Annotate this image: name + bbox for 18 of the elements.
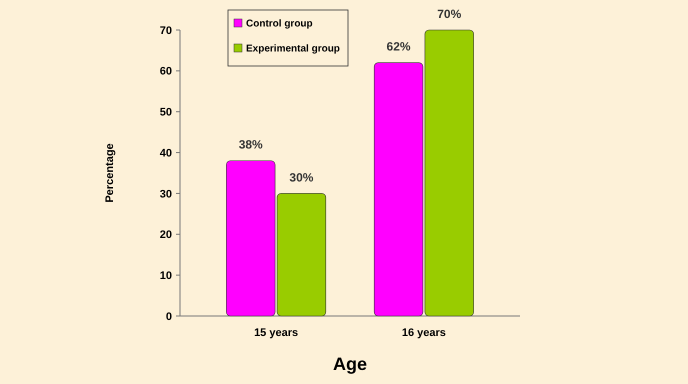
y-tick-label: 20 <box>160 229 172 242</box>
y-tick-label: 40 <box>160 147 172 160</box>
data-label: 62% <box>386 40 411 54</box>
y-tick-label: 50 <box>160 106 172 119</box>
legend-label: Control group <box>246 18 313 30</box>
y-tick-label: 0 <box>166 310 172 323</box>
y-tick-label: 70 <box>160 24 172 37</box>
x-axis-title: Age <box>332 354 368 374</box>
legend-label: Experimental group <box>246 44 340 54</box>
y-tick-label: 30 <box>160 188 172 200</box>
data-label: 38% <box>238 138 264 152</box>
y-tick-label: 10 <box>160 270 172 282</box>
y-axis-title: Percentage <box>104 143 116 203</box>
y-tick-label: 60 <box>160 66 172 78</box>
x-tick-label: 15 years <box>254 327 298 339</box>
data-label: 70% <box>437 7 462 21</box>
x-tick-label: 16 years <box>402 327 446 339</box>
data-label: 30% <box>289 170 314 184</box>
